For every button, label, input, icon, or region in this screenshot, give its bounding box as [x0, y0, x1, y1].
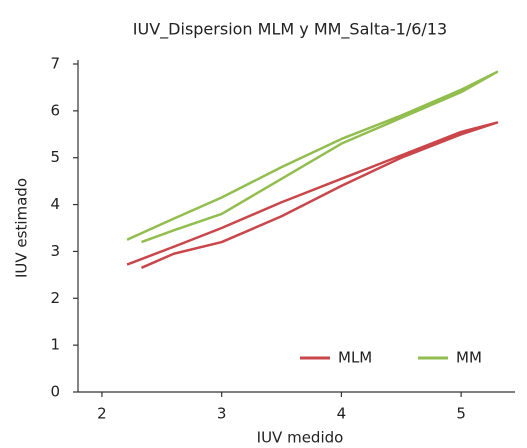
x-tick-label: 2: [97, 405, 107, 423]
series-line: [126, 121, 499, 269]
x-tick-label: 4: [337, 405, 347, 423]
y-tick-label: 0: [50, 383, 60, 401]
y-tick-label: 3: [50, 242, 60, 260]
y-tick-label: 1: [50, 336, 60, 354]
chart-title: IUV_Dispersion MLM y MM_Salta-1/6/13: [133, 20, 447, 40]
y-tick-label: 7: [50, 55, 60, 73]
legend-label: MLM: [338, 349, 372, 367]
legend-label: MM: [456, 349, 482, 367]
x-axis-label: IUV medido: [257, 429, 344, 447]
series-line: [126, 70, 499, 244]
y-axis-label: IUV estimado: [13, 178, 31, 278]
y-tick-label: 4: [50, 195, 60, 213]
y-tick-label: 6: [50, 101, 60, 119]
x-tick-label: 5: [456, 405, 466, 423]
x-tick-label: 3: [217, 405, 227, 423]
y-tick-label: 2: [50, 289, 60, 307]
y-tick-label: 5: [50, 148, 60, 166]
